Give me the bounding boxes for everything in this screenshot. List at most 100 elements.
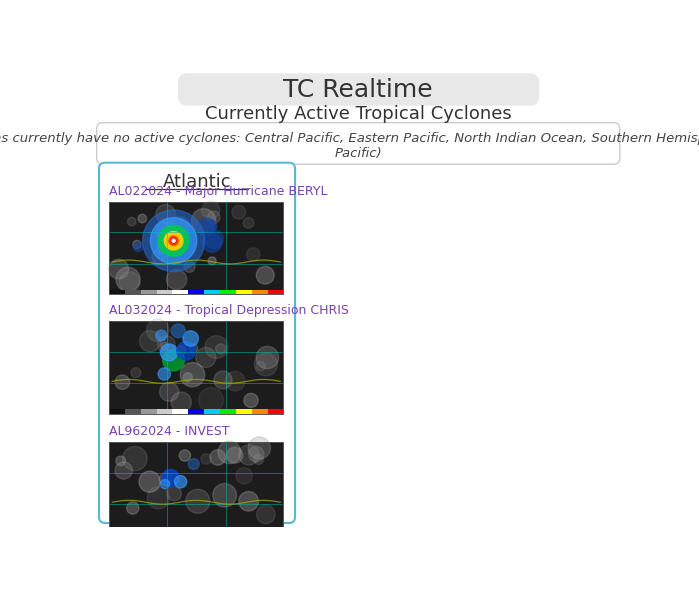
Bar [140, 530, 157, 535]
Bar [173, 530, 188, 535]
Circle shape [179, 450, 191, 461]
Bar [252, 530, 268, 535]
Circle shape [225, 371, 245, 391]
Bar [109, 442, 284, 535]
Bar [220, 409, 236, 414]
Bar [157, 409, 173, 414]
Circle shape [174, 475, 187, 488]
Circle shape [248, 437, 271, 459]
Circle shape [160, 480, 170, 488]
Bar [220, 530, 236, 535]
Circle shape [214, 371, 232, 389]
Circle shape [204, 230, 223, 249]
Circle shape [115, 462, 132, 479]
Circle shape [150, 218, 197, 264]
Circle shape [196, 348, 216, 368]
Circle shape [159, 472, 173, 486]
Circle shape [239, 491, 259, 511]
Circle shape [158, 368, 171, 380]
Circle shape [156, 330, 166, 341]
Text: AL962024 - INVEST: AL962024 - INVEST [109, 425, 229, 438]
Circle shape [248, 446, 264, 462]
Circle shape [162, 469, 179, 487]
Circle shape [171, 324, 185, 338]
Circle shape [152, 251, 165, 264]
Bar [125, 530, 140, 535]
Circle shape [199, 388, 224, 412]
Bar [109, 442, 284, 535]
Circle shape [160, 344, 178, 361]
Circle shape [115, 375, 129, 390]
Circle shape [171, 392, 192, 412]
Circle shape [232, 205, 246, 219]
Circle shape [201, 453, 212, 464]
FancyBboxPatch shape [99, 163, 295, 523]
Circle shape [171, 239, 176, 243]
Circle shape [257, 505, 275, 524]
Circle shape [158, 239, 173, 255]
Circle shape [183, 331, 199, 346]
Bar [252, 409, 268, 414]
Circle shape [167, 487, 182, 501]
Circle shape [133, 240, 141, 249]
Bar [109, 409, 125, 414]
Text: Currently Active Tropical Cyclones: Currently Active Tropical Cyclones [205, 105, 512, 123]
Circle shape [164, 231, 183, 250]
Bar [157, 290, 173, 294]
Bar [173, 409, 188, 414]
Circle shape [236, 468, 252, 484]
Circle shape [254, 455, 264, 464]
Text: Atlantic: Atlantic [163, 173, 231, 191]
Circle shape [177, 346, 186, 355]
Circle shape [210, 450, 226, 465]
Circle shape [215, 344, 226, 354]
Circle shape [243, 217, 254, 229]
Circle shape [157, 243, 167, 253]
Circle shape [140, 330, 161, 352]
Circle shape [143, 210, 205, 272]
Circle shape [203, 234, 222, 252]
Circle shape [192, 208, 216, 233]
Circle shape [159, 382, 179, 401]
Bar [109, 321, 284, 414]
Bar [188, 409, 204, 414]
Circle shape [158, 226, 189, 256]
Bar [157, 530, 173, 535]
Circle shape [186, 489, 210, 513]
Bar [268, 409, 284, 414]
Circle shape [109, 259, 129, 279]
Bar [188, 530, 204, 535]
Circle shape [254, 353, 278, 376]
Bar [109, 202, 284, 294]
Text: Pacific): Pacific) [334, 147, 382, 160]
Circle shape [134, 242, 143, 252]
Circle shape [116, 456, 126, 466]
Circle shape [138, 214, 147, 223]
Circle shape [139, 471, 160, 493]
Circle shape [183, 373, 192, 382]
Circle shape [168, 217, 189, 238]
Circle shape [189, 344, 198, 353]
Circle shape [188, 459, 199, 469]
Bar [268, 530, 284, 535]
Circle shape [169, 236, 178, 245]
Circle shape [247, 247, 260, 261]
Circle shape [208, 257, 216, 265]
Bar [236, 290, 252, 294]
Circle shape [147, 319, 169, 342]
Circle shape [244, 393, 258, 407]
Bar [109, 202, 284, 294]
Bar [236, 530, 252, 535]
Bar [236, 409, 252, 414]
Circle shape [180, 362, 205, 387]
Bar [188, 290, 204, 294]
Bar [252, 290, 268, 294]
Circle shape [208, 211, 220, 224]
Circle shape [226, 447, 243, 463]
Circle shape [147, 487, 170, 509]
Text: (These basins currently have no active cyclones: Central Pacific, Eastern Pacifi: (These basins currently have no active c… [0, 132, 699, 145]
Text: AL032024 - Tropical Depression CHRIS: AL032024 - Tropical Depression CHRIS [109, 304, 349, 317]
Circle shape [177, 342, 195, 360]
Bar [109, 530, 125, 535]
Circle shape [197, 218, 215, 236]
